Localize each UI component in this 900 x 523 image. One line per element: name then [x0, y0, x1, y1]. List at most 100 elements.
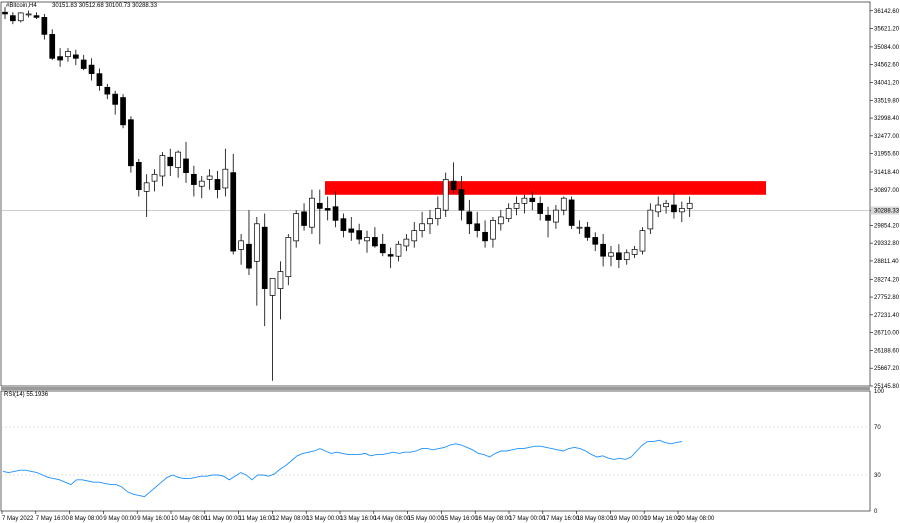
candle-body-bull — [427, 218, 433, 225]
candle — [655, 196, 662, 217]
candle — [647, 203, 654, 235]
candle-body-bear — [458, 189, 465, 211]
candle-body-bull — [497, 216, 504, 225]
time-tick-label: 13 May 00:00 — [306, 516, 343, 522]
candle — [253, 216, 260, 306]
candle — [128, 116, 134, 173]
candle — [167, 148, 174, 177]
candle-body-bull — [151, 173, 158, 182]
candle — [277, 261, 284, 320]
price-tick-label: 34041.20 — [874, 80, 900, 86]
price-tick-label: 34562.60 — [874, 63, 900, 69]
candle — [639, 227, 646, 255]
rsi-tick-label: 100 — [874, 389, 885, 395]
candle-body-bear — [183, 158, 189, 173]
candle-body-bull — [655, 204, 662, 213]
rsi-line — [2, 439, 683, 498]
candle — [686, 196, 693, 217]
candle — [671, 193, 677, 219]
candle-body-bear — [2, 11, 8, 15]
main-panel-frame — [0, 1, 871, 387]
candle — [293, 210, 300, 248]
candle — [356, 223, 362, 245]
candle-body-bull — [663, 202, 669, 208]
candle — [2, 7, 8, 20]
candle-body-bear — [128, 119, 134, 167]
candle — [600, 234, 606, 267]
candle-body-bear — [379, 243, 386, 254]
candle-body-bear — [482, 231, 488, 242]
candle-body-bear — [592, 237, 599, 245]
candle-body-bull — [269, 278, 276, 296]
rsi-tick-label: 70 — [874, 425, 881, 431]
candle-body-bear — [191, 173, 197, 185]
candle — [175, 150, 181, 178]
candle-body-bear — [356, 230, 362, 240]
candle-body-bull — [490, 220, 496, 240]
candle — [608, 245, 614, 267]
candle-body-bear — [41, 17, 48, 35]
candle-body-bull — [560, 197, 567, 211]
time-tick-label: 16 May 08:00 — [475, 516, 512, 522]
candle-body-bull — [222, 168, 229, 189]
candle — [112, 90, 119, 115]
candle-body-bear — [600, 243, 606, 257]
candle-body-bear — [372, 237, 378, 247]
candle-body-bear — [324, 208, 331, 211]
time-tick-label: 15 May 16:00 — [441, 516, 478, 522]
candle-body-bear — [529, 197, 536, 202]
candle-body-bear — [167, 156, 174, 167]
candle-body-bear — [57, 56, 63, 61]
candle-body-bear — [466, 211, 473, 225]
candle-body-bull — [65, 51, 71, 57]
candle-body-bear — [88, 64, 95, 75]
candle — [143, 174, 150, 217]
candle-body-bull — [513, 202, 520, 209]
candle — [246, 210, 252, 275]
candle — [309, 189, 315, 235]
candle-body-bear — [340, 218, 347, 231]
price-tick-label: 28274.20 — [874, 277, 900, 283]
candle — [497, 210, 504, 231]
candle — [324, 196, 331, 221]
price-tick-label: 26710.00 — [874, 331, 900, 337]
candle — [135, 158, 142, 197]
time-tick-label: 11 May 00:00 — [205, 516, 242, 522]
candle — [332, 191, 339, 228]
candle — [466, 199, 473, 235]
candle — [17, 12, 24, 23]
candle — [372, 227, 378, 248]
candle — [568, 196, 575, 229]
price-tick-label: 25145.80 — [874, 384, 900, 390]
candle — [104, 83, 111, 100]
candle-body-bull — [285, 237, 292, 278]
candle — [340, 213, 347, 238]
price-tick-label: 27231.40 — [874, 313, 900, 319]
candle-body-bear — [214, 179, 221, 191]
price-tick-label: 27752.80 — [874, 295, 900, 301]
candle-body-bull — [25, 13, 32, 16]
candle-body-bear — [348, 228, 355, 233]
candle-body-bull — [553, 209, 559, 223]
price-tick-label: 35084.00 — [874, 45, 900, 51]
candle-body-bear — [474, 223, 481, 231]
candle-body-bull — [159, 155, 166, 177]
price-tick-label: 29332.80 — [874, 241, 900, 247]
panel-separator[interactable] — [1, 387, 870, 390]
candle-body-bear — [332, 206, 339, 221]
candle — [395, 240, 402, 262]
candle — [25, 10, 32, 18]
time-tick-label: 18 May 08:00 — [577, 516, 614, 522]
candle — [592, 232, 599, 252]
candle-body-bear — [33, 15, 40, 18]
candle-body-bear — [72, 54, 79, 59]
candle — [663, 199, 669, 214]
candle-body-bull — [678, 208, 685, 213]
candle-body-bear — [301, 211, 307, 226]
candle-body-bull — [639, 230, 646, 252]
time-tick-label: 19 May 00:00 — [610, 516, 647, 522]
candle-body-bull — [253, 223, 260, 262]
candle — [490, 216, 496, 248]
